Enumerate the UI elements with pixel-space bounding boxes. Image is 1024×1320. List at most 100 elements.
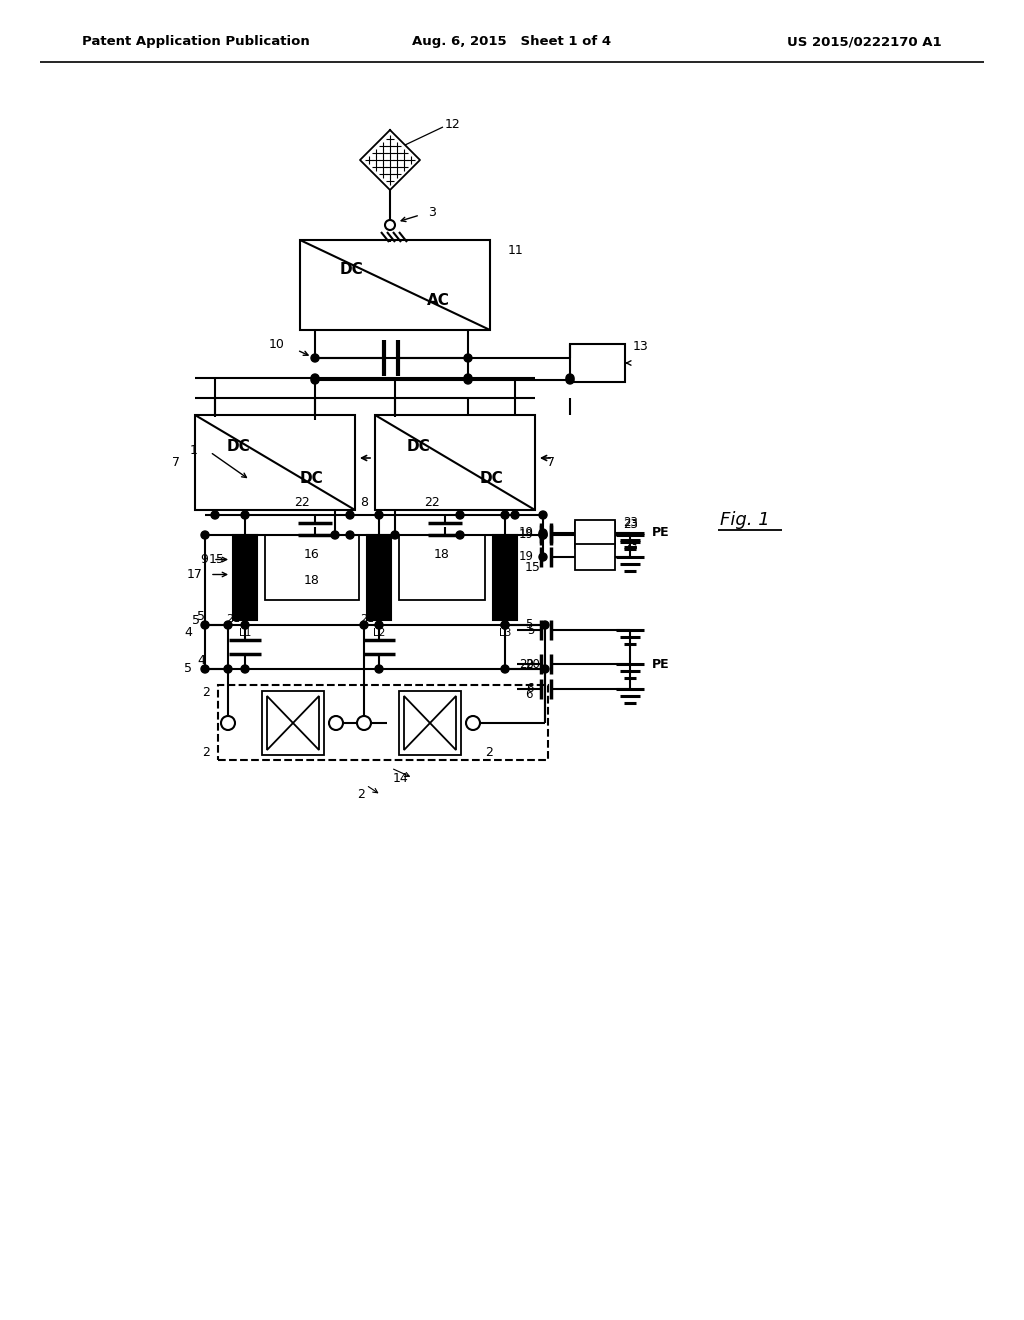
Circle shape xyxy=(539,511,547,519)
Circle shape xyxy=(539,531,547,539)
Circle shape xyxy=(539,553,547,561)
Circle shape xyxy=(464,376,472,384)
Circle shape xyxy=(501,620,509,630)
Bar xyxy=(265,535,359,601)
Bar xyxy=(399,690,461,755)
Circle shape xyxy=(539,531,547,539)
Text: AC: AC xyxy=(427,293,451,308)
Bar xyxy=(575,544,615,570)
Text: 7: 7 xyxy=(172,457,180,470)
Circle shape xyxy=(346,531,354,539)
Circle shape xyxy=(221,715,234,730)
Text: 20: 20 xyxy=(519,657,534,671)
Text: 5: 5 xyxy=(525,619,532,631)
Text: 15: 15 xyxy=(209,553,225,566)
Text: Fig. 1: Fig. 1 xyxy=(720,511,770,529)
Text: 7: 7 xyxy=(547,457,555,470)
Circle shape xyxy=(566,374,574,381)
Text: DC: DC xyxy=(480,471,504,486)
Text: Aug. 6, 2015   Sheet 1 of 4: Aug. 6, 2015 Sheet 1 of 4 xyxy=(413,36,611,49)
Circle shape xyxy=(539,529,547,537)
Circle shape xyxy=(346,511,354,519)
Bar xyxy=(233,535,257,620)
Bar xyxy=(575,520,615,546)
Circle shape xyxy=(501,665,509,673)
Circle shape xyxy=(464,354,472,362)
Circle shape xyxy=(241,665,249,673)
Text: 19: 19 xyxy=(519,528,534,541)
Circle shape xyxy=(224,665,232,673)
Text: 21: 21 xyxy=(226,614,240,624)
Circle shape xyxy=(311,354,319,362)
Circle shape xyxy=(464,374,472,381)
Circle shape xyxy=(501,511,509,519)
Bar xyxy=(367,535,391,620)
Bar xyxy=(399,535,485,601)
Text: DC: DC xyxy=(339,263,364,277)
Text: 20: 20 xyxy=(525,657,540,671)
Circle shape xyxy=(311,376,319,384)
Bar xyxy=(493,535,517,620)
Text: PE: PE xyxy=(652,527,670,540)
Text: 5: 5 xyxy=(184,663,193,676)
Circle shape xyxy=(201,665,209,673)
Circle shape xyxy=(511,511,519,519)
Text: 8: 8 xyxy=(360,495,368,508)
Text: DC: DC xyxy=(407,438,430,454)
Text: 4: 4 xyxy=(198,655,205,668)
Text: DC: DC xyxy=(226,438,250,454)
Text: 4: 4 xyxy=(184,627,193,639)
Text: 23: 23 xyxy=(623,540,638,553)
Text: 21: 21 xyxy=(359,614,374,624)
Text: L1: L1 xyxy=(239,628,251,638)
Text: 19: 19 xyxy=(519,550,534,564)
Polygon shape xyxy=(267,696,293,750)
Text: 9: 9 xyxy=(200,553,208,566)
Circle shape xyxy=(385,220,395,230)
Circle shape xyxy=(541,665,549,673)
Text: Patent Application Publication: Patent Application Publication xyxy=(82,36,309,49)
Circle shape xyxy=(391,531,399,539)
Text: 19: 19 xyxy=(519,527,534,540)
Circle shape xyxy=(241,511,249,519)
Circle shape xyxy=(311,374,319,381)
Text: 2: 2 xyxy=(357,788,365,801)
Text: 10: 10 xyxy=(269,338,285,351)
Text: 18: 18 xyxy=(434,548,450,561)
Circle shape xyxy=(241,620,249,630)
Polygon shape xyxy=(430,696,456,750)
Text: 5: 5 xyxy=(197,610,205,623)
Text: 2: 2 xyxy=(202,747,210,759)
Bar xyxy=(218,685,548,760)
Text: 11: 11 xyxy=(508,243,523,256)
Text: 15: 15 xyxy=(525,561,541,574)
Circle shape xyxy=(357,715,371,730)
Bar xyxy=(575,521,615,548)
Circle shape xyxy=(541,620,549,630)
Circle shape xyxy=(331,531,339,539)
Text: 12: 12 xyxy=(445,119,461,132)
Text: 6: 6 xyxy=(526,682,534,696)
Circle shape xyxy=(201,620,209,630)
Text: 5: 5 xyxy=(526,623,534,636)
Circle shape xyxy=(224,620,232,630)
Text: 23: 23 xyxy=(623,519,638,532)
Circle shape xyxy=(201,531,209,539)
Text: 22: 22 xyxy=(294,496,310,510)
Text: 14: 14 xyxy=(393,771,409,784)
Text: 18: 18 xyxy=(304,574,319,587)
Text: 17: 17 xyxy=(187,568,203,581)
Bar xyxy=(195,414,355,510)
Circle shape xyxy=(211,511,219,519)
Text: 2: 2 xyxy=(485,747,493,759)
Polygon shape xyxy=(293,696,319,750)
Bar xyxy=(300,240,490,330)
Circle shape xyxy=(456,531,464,539)
Bar xyxy=(570,345,625,381)
Circle shape xyxy=(375,511,383,519)
Text: 16: 16 xyxy=(304,548,319,561)
Circle shape xyxy=(329,715,343,730)
Circle shape xyxy=(466,715,480,730)
Bar xyxy=(262,690,324,755)
Circle shape xyxy=(375,665,383,673)
